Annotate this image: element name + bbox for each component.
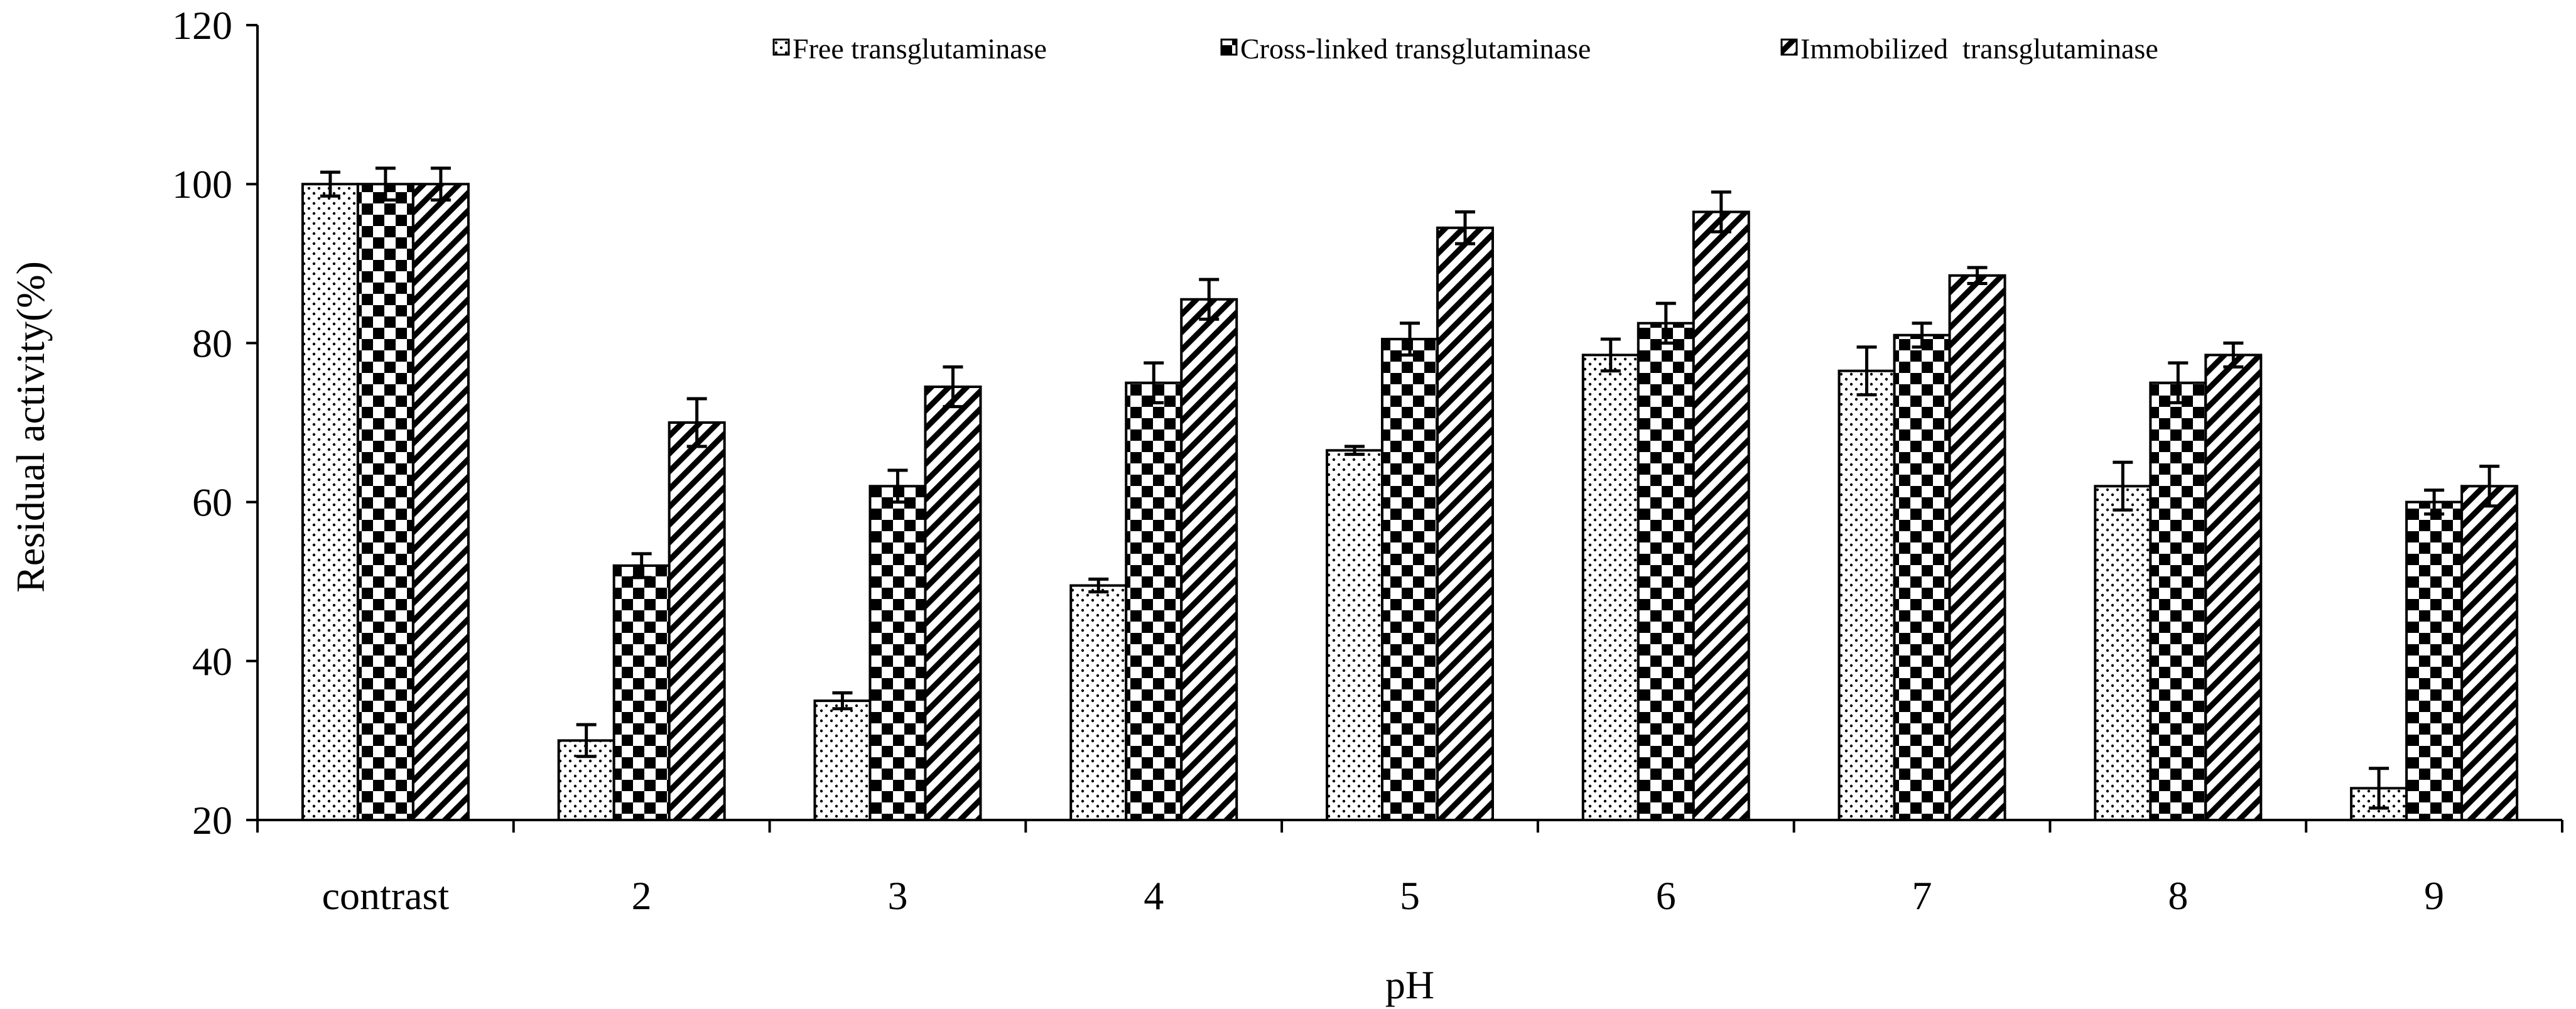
bar-free-transglutaminase-contrast [301,183,359,821]
legend-label-cross-linked: Cross-linked transglutaminase [1240,33,1591,65]
x-tick-label: 5 [1400,873,1420,918]
legend-label-immobilized: Immobilized transglutaminase [1800,33,2158,65]
y-tick-label: 80 [192,321,232,365]
bar-free-transglutaminase-6 [1581,353,1640,821]
bar-immobilized-transglutaminase-7 [1948,274,2006,822]
x-tick-label: contrast [322,873,450,918]
x-axis-title: pH [1385,963,1434,1007]
error-bars-group [320,166,2500,810]
legend: Free transglutaminase Cross-linked trans… [772,33,2158,65]
bar-immobilized-transglutaminase-4 [1180,298,1238,821]
y-tick-label: 40 [192,639,232,684]
x-tick-label: 2 [632,873,652,918]
x-tick-label: 4 [1144,873,1164,918]
legend-swatch-cross-linked [1220,38,1238,56]
bar-immobilized-transglutaminase-5 [1436,226,1494,821]
bar-cross-linked-transglutaminase-2 [612,564,671,821]
bar-cross-linked-transglutaminase-contrast [356,183,414,821]
bars-group [301,183,2519,822]
bar-immobilized-transglutaminase-3 [924,386,982,821]
bar-immobilized-transglutaminase-6 [1692,210,1750,821]
y-tick-label: 100 [172,162,232,207]
legend-swatch-free [772,38,790,56]
bar-cross-linked-transglutaminase-9 [2405,500,2464,821]
bar-immobilized-transglutaminase-contrast [411,183,470,821]
bar-cross-linked-transglutaminase-7 [1893,333,1951,821]
bar-immobilized-transglutaminase-8 [2204,353,2263,821]
bar-free-transglutaminase-8 [2094,485,2152,821]
y-tick-label: 20 [192,798,232,843]
bar-free-transglutaminase-3 [813,699,872,821]
legend-swatch-immobilized [1780,38,1798,56]
x-tick-label: 7 [1912,873,1932,918]
bar-immobilized-transglutaminase-9 [2460,485,2519,821]
x-tick-label: 9 [2424,873,2444,918]
bar-cross-linked-transglutaminase-6 [1637,321,1695,821]
bar-cross-linked-transglutaminase-8 [2149,381,2207,821]
bar-free-transglutaminase-7 [1837,369,1896,821]
legend-label-free: Free transglutaminase [793,33,1047,65]
bar-cross-linked-transglutaminase-4 [1125,381,1183,821]
bar-free-transglutaminase-5 [1326,449,1383,821]
x-tick-label: 6 [1656,873,1676,918]
bar-free-transglutaminase-4 [1069,584,1128,822]
bar-cross-linked-transglutaminase-3 [869,485,927,821]
y-axis-ticks: 20 40 60 80 100 120 [172,3,257,843]
x-axis-ticks: contrast 2 3 4 5 6 7 8 9 [256,820,2563,918]
y-tick-label: 120 [172,3,232,48]
x-tick-label: 8 [2168,873,2188,918]
y-tick-label: 60 [192,480,232,525]
y-axis-title: Residual activity(%) [8,261,53,593]
bar-cross-linked-transglutaminase-5 [1381,338,1439,821]
x-tick-label: 3 [887,873,907,918]
bar-immobilized-transglutaminase-2 [668,421,726,821]
